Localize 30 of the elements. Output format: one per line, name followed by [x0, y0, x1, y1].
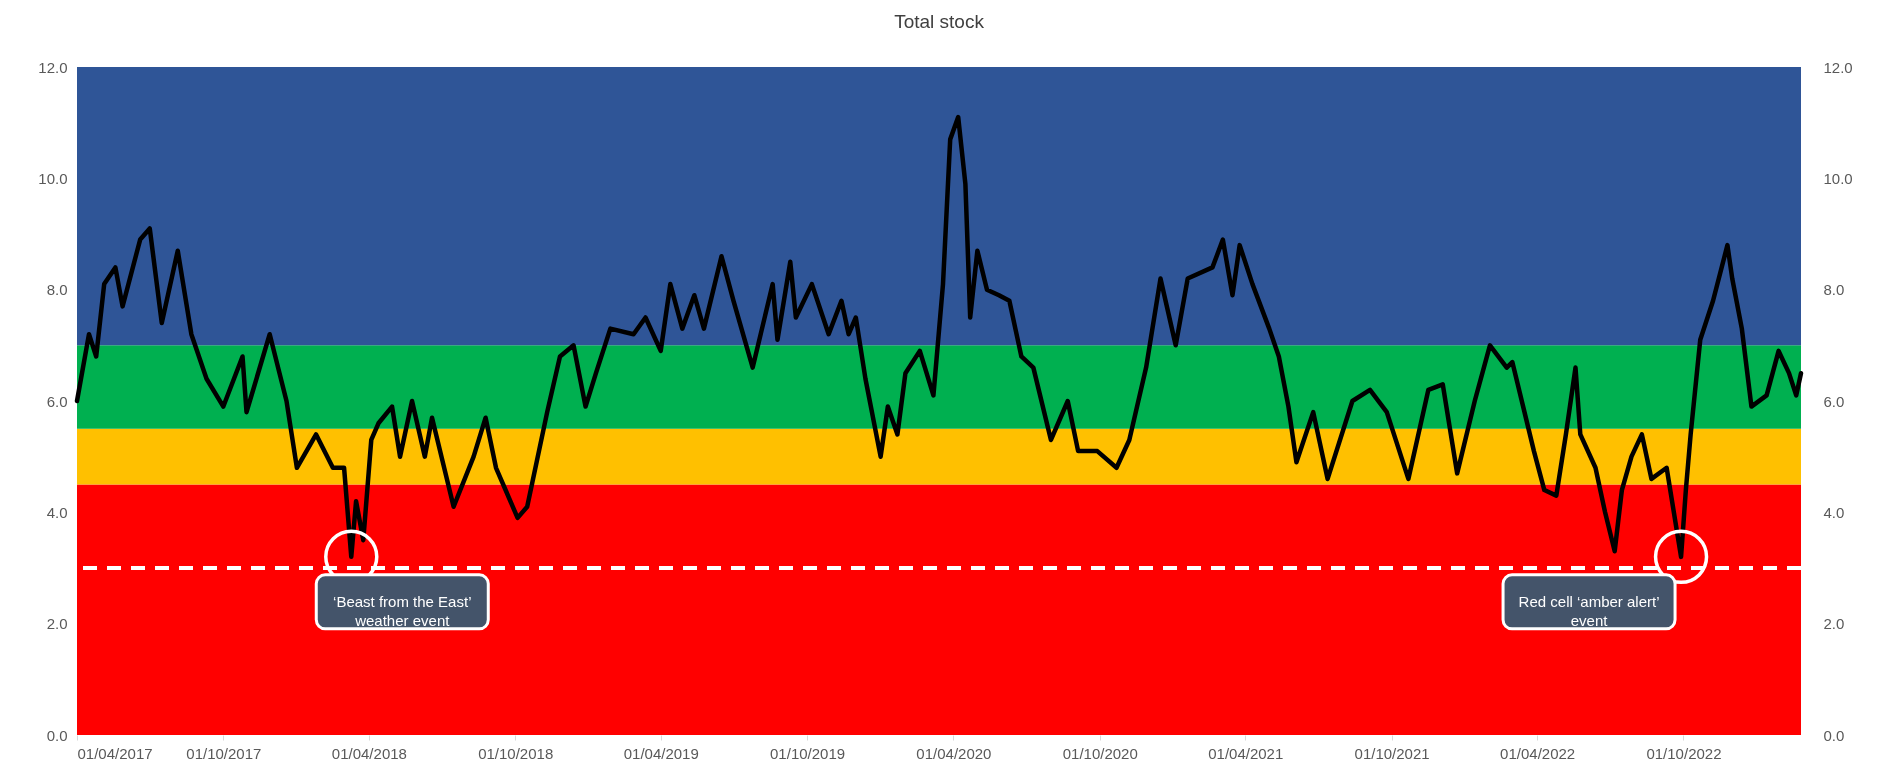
x-tick-label: 01/04/2020 [916, 744, 992, 762]
annotation: ‘Beast from the East’ weather event [333, 592, 472, 629]
x-tick-label: 01/10/2018 [478, 744, 554, 762]
y-tick-label: 8.0 [46, 281, 68, 299]
x-tick-label: 01/10/2022 [1646, 744, 1722, 762]
x-tick-label: 01/10/2017 [186, 744, 262, 762]
x-tick-label: 01/10/2020 [1062, 744, 1138, 762]
x-tick-label: 01/04/2018 [331, 744, 407, 762]
y-tick-label: 6.0 [46, 392, 68, 410]
y-tick-label: 2.0 [46, 615, 68, 633]
y-tick-label: 12.0 [38, 58, 68, 76]
x-tick-label: 01/04/2021 [1208, 744, 1284, 762]
y-tick-label: 10.0 [38, 169, 68, 187]
annotation: Red cell ‘amber alert’ event [1518, 592, 1660, 629]
y2-tick-label: 0.0 [1823, 726, 1845, 744]
chart-title: Total stock [894, 11, 985, 32]
y-tick-label: 0.0 [46, 726, 68, 744]
x-tick-label: 01/10/2019 [770, 744, 846, 762]
x-tick-label: 01/04/2017 [77, 744, 153, 762]
x-tick-label: 01/10/2021 [1354, 744, 1430, 762]
y-tick-label: 4.0 [46, 503, 68, 521]
y2-tick-label: 4.0 [1823, 503, 1845, 521]
x-tick-label: 01/04/2022 [1500, 744, 1576, 762]
y2-tick-label: 2.0 [1823, 615, 1845, 633]
y2-tick-label: 10.0 [1823, 169, 1853, 187]
y2-tick-label: 6.0 [1823, 392, 1845, 410]
line-series [74, 114, 1804, 560]
y2-tick-label: 12.0 [1823, 58, 1853, 76]
x-tick-label: 01/04/2019 [623, 744, 699, 762]
y2-tick-label: 8.0 [1823, 281, 1845, 299]
